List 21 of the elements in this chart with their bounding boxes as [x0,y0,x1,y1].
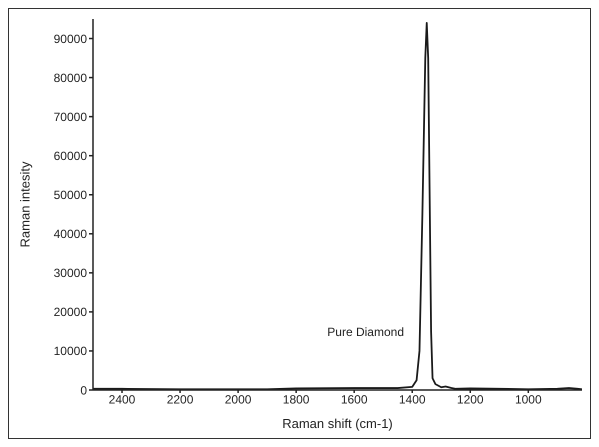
y-axis-title: Raman intesity [18,161,33,248]
y-tick-label: 50000 [54,188,88,202]
x-tick-label: 1800 [282,392,310,407]
annotation: Pure Diamond [327,325,404,339]
x-tick-label: 2000 [224,392,252,407]
x-tick-label: 2400 [108,392,136,407]
y-tick-label: 80000 [54,70,88,85]
y-tick-label: 40000 [54,227,88,242]
y-tick-label: 60000 [54,148,88,163]
y-tick-label: 10000 [54,344,88,358]
y-tick-label: 90000 [54,32,88,46]
x-tick-label: 1200 [456,392,484,407]
y-tick-label: 0 [80,383,88,398]
x-axis-title: Raman shift (cm-1) [282,416,393,431]
y-tick-label: 70000 [54,110,88,124]
y-tick-label: 30000 [54,266,88,280]
x-tick-label: 1400 [398,392,426,407]
x-tick-label: 1600 [340,392,368,407]
y-tick-label: 20000 [54,305,88,320]
x-tick-label: 2200 [166,392,194,407]
x-tick-label: 1000 [514,392,542,407]
